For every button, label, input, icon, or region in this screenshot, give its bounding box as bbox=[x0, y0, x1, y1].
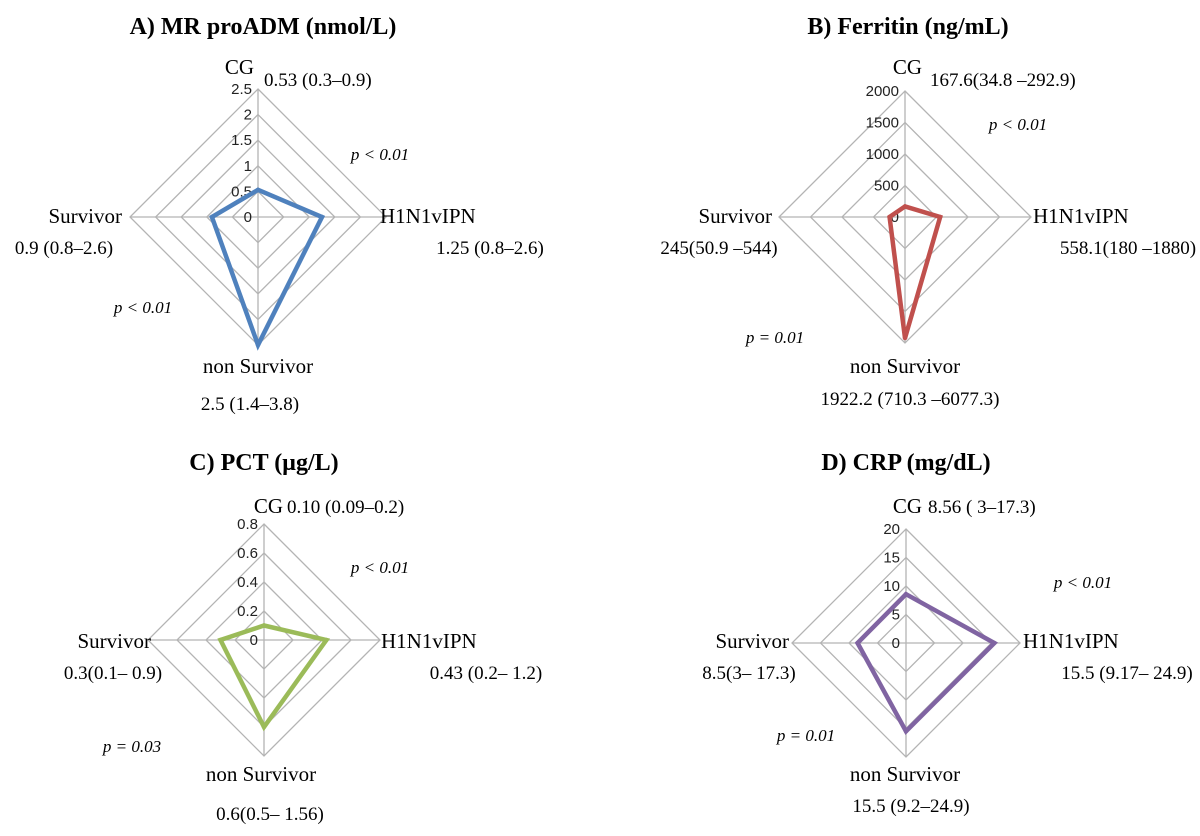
value-label: 0.3(0.1– 0.9) bbox=[64, 663, 162, 684]
axis-label: non Survivor bbox=[850, 762, 960, 786]
axis-label: H1N1vIPN bbox=[381, 629, 477, 653]
tick-label: 0.6 bbox=[237, 545, 258, 562]
axis-label: non Survivor bbox=[206, 762, 316, 786]
p-value-annotation: p = 0.01 bbox=[745, 328, 804, 347]
tick-label: 0 bbox=[250, 632, 258, 649]
data-point bbox=[903, 729, 909, 734]
chart-title: B) Ferritin (ng/mL) bbox=[807, 14, 1008, 40]
tick-label: 0.8 bbox=[237, 516, 258, 533]
tick-label: 1500 bbox=[866, 115, 899, 132]
radar-panel-1: 00.511.522.5A) MR proADM (nmol/L)CGH1N1v… bbox=[15, 14, 544, 415]
value-label: 8.5(3– 17.3) bbox=[702, 663, 795, 684]
axis-label: CG bbox=[225, 55, 254, 79]
tick-label: 0 bbox=[244, 209, 252, 226]
data-point bbox=[855, 640, 860, 646]
radar-panel-2: 0 500 1000 1500 2000 B) Ferritin (ng/mL) CG H1N… bbox=[660, 14, 1196, 410]
data-point bbox=[903, 592, 909, 597]
tick-label: 10 bbox=[883, 578, 900, 595]
axis-label: H1N1vIPN bbox=[1033, 204, 1129, 228]
chart-title: A) MR proADM (nmol/L) bbox=[130, 14, 397, 40]
axis-label: CG bbox=[254, 494, 283, 518]
tick-label: 5 bbox=[892, 607, 900, 624]
data-point bbox=[261, 724, 267, 730]
value-label: 245(50.9 –544) bbox=[660, 238, 777, 259]
axis-label: Survivor bbox=[78, 629, 152, 653]
data-point bbox=[902, 204, 908, 209]
axis-label: CG bbox=[893, 494, 922, 518]
axis-label: non Survivor bbox=[850, 354, 960, 378]
p-value-annotation: p < 0.01 bbox=[350, 558, 409, 577]
axis-label: H1N1vIPN bbox=[380, 204, 476, 228]
tick-label: 20 bbox=[883, 521, 900, 538]
tick-label: 0.4 bbox=[237, 574, 258, 591]
value-label: 15.5 (9.17– 24.9) bbox=[1061, 663, 1192, 684]
chart-title: D) CRP (mg/dL) bbox=[821, 450, 990, 476]
value-label: 0.6(0.5– 1.56) bbox=[216, 804, 324, 825]
axis-label: Survivor bbox=[716, 629, 790, 653]
value-label: 0.43 (0.2– 1.2) bbox=[430, 663, 542, 684]
tick-label: 2.5 bbox=[231, 81, 252, 98]
value-label: 1922.2 (710.3 –6077.3) bbox=[821, 389, 1000, 410]
axis-label: CG bbox=[893, 55, 922, 79]
p-value-annotation: p = 0.03 bbox=[102, 737, 161, 756]
tick-label: 0 bbox=[891, 209, 899, 226]
series-polygon bbox=[887, 203, 943, 339]
value-label: 0.53 (0.3–0.9) bbox=[264, 70, 372, 91]
value-label: 167.6(34.8 –292.9) bbox=[930, 70, 1076, 91]
p-value-annotation: p < 0.01 bbox=[988, 115, 1047, 134]
tick-label: 0 bbox=[892, 635, 900, 652]
data-point bbox=[902, 335, 908, 341]
value-label: 2.5 (1.4–3.8) bbox=[201, 394, 299, 415]
tick-label: 0.2 bbox=[237, 603, 258, 620]
p-value-annotation: p < 0.01 bbox=[1053, 573, 1112, 592]
data-point bbox=[887, 214, 892, 220]
axis-label: H1N1vIPN bbox=[1023, 629, 1119, 653]
axis-label: Survivor bbox=[699, 204, 773, 228]
p-value-annotation: p < 0.01 bbox=[350, 145, 409, 164]
radar-panel-3: 0 0.2 0.4 0.6 0.8 C) PCT (µg/L) CG H1N1vIPN non … bbox=[64, 450, 542, 825]
tick-label: 1 bbox=[244, 158, 252, 175]
data-point bbox=[319, 214, 325, 220]
data-point bbox=[324, 637, 329, 643]
value-label: 0.10 (0.09–0.2) bbox=[287, 497, 404, 518]
value-label: 0.9 (0.8–2.6) bbox=[15, 238, 113, 259]
data-point bbox=[218, 637, 223, 643]
axis-label: non Survivor bbox=[203, 354, 313, 378]
tick-label: 500 bbox=[874, 178, 899, 195]
p-value-annotation: p < 0.01 bbox=[113, 298, 172, 317]
data-point bbox=[255, 342, 261, 348]
value-label: 8.56 ( 3–17.3) bbox=[928, 497, 1036, 518]
data-point bbox=[255, 187, 261, 193]
data-point bbox=[261, 623, 267, 628]
value-label: 15.5 (9.2–24.9) bbox=[852, 796, 969, 817]
tick-label: 1.5 bbox=[231, 132, 252, 149]
data-point bbox=[992, 640, 997, 646]
tick-label: 2 bbox=[244, 107, 252, 124]
tick-label: 2000 bbox=[866, 83, 899, 100]
p-value-annotation: p = 0.01 bbox=[776, 726, 835, 745]
data-point bbox=[937, 214, 943, 220]
chart-title: C) PCT (µg/L) bbox=[189, 450, 338, 476]
axis-label: Survivor bbox=[49, 204, 123, 228]
radar-panel-4: 0 5 10 15 20 D) CRP (mg/dL) CG H1N1vIPN non Surv… bbox=[702, 450, 1192, 817]
tick-label: 1000 bbox=[866, 146, 899, 163]
tick-label: 15 bbox=[883, 550, 900, 567]
value-label: 1.25 (0.8–2.6) bbox=[436, 238, 544, 259]
value-label: 558.1(180 –1880) bbox=[1060, 238, 1196, 259]
data-point bbox=[209, 214, 215, 220]
